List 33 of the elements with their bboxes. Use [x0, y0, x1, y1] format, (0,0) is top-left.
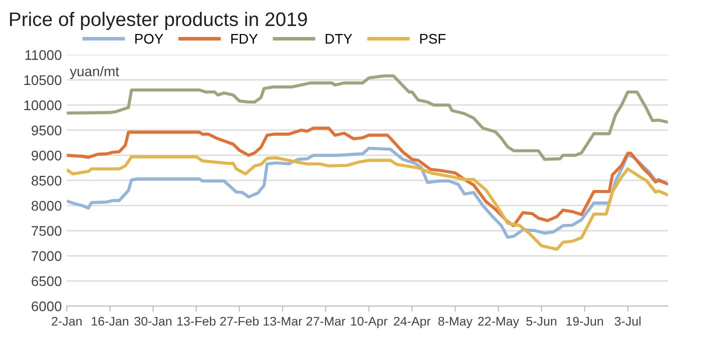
y-tick-label: 10500 [24, 75, 62, 86]
x-tick-label: 13-Mar [264, 316, 302, 326]
x-tick-label: 27-Mar [306, 316, 346, 326]
legend-label: POY [135, 34, 164, 44]
x-tick-label: 13-Feb [177, 316, 216, 326]
x-tick-label: 30-Jan [134, 316, 172, 326]
x-tick-label: 5-Jun [526, 316, 556, 326]
legend-label: FDY [231, 34, 258, 44]
y-axis-title: yuan/mt [70, 66, 120, 80]
y-tick-label: 7000 [32, 251, 62, 261]
x-tick-label: 27-Feb [220, 316, 259, 326]
legend-label: DTY [326, 34, 352, 44]
legend-label: PSF [420, 34, 446, 44]
y-tick-label: 7500 [32, 226, 62, 236]
x-tick-label: 22-May [478, 316, 520, 328]
y-tick-label: 8500 [32, 176, 62, 186]
x-tick-label: 19-Jun [566, 316, 603, 326]
y-tick-label: 11000 [25, 50, 62, 60]
x-tick-label: 16-Jan [92, 316, 128, 326]
y-tick-label: 10000 [24, 100, 62, 110]
y-tick-label: 6500 [32, 276, 62, 286]
x-tick-label: 24-Apr [394, 316, 431, 328]
y-tick-label: 6000 [32, 301, 62, 312]
x-tick-label: 8-May [438, 316, 473, 328]
y-tick-label: 9500 [32, 126, 62, 136]
line-series [66, 126, 668, 228]
y-tick-label: 8000 [32, 200, 62, 211]
y-tick-label: 9000 [32, 150, 62, 160]
chart-title: Price of polyester products in 2019 [10, 12, 307, 30]
x-tick-label: 2-Jan [52, 316, 82, 326]
line-series [66, 155, 668, 251]
x-tick-label: 10-Apr [351, 316, 388, 328]
x-tick-label: 3-Jul [614, 316, 640, 326]
